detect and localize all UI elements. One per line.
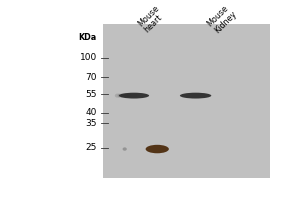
Text: KDa: KDa bbox=[79, 33, 97, 42]
Text: Mouse
Kidney: Mouse Kidney bbox=[206, 2, 238, 35]
Ellipse shape bbox=[123, 94, 129, 98]
Ellipse shape bbox=[119, 93, 149, 99]
Text: 35: 35 bbox=[85, 119, 97, 128]
Ellipse shape bbox=[126, 94, 132, 98]
Ellipse shape bbox=[120, 94, 126, 98]
Ellipse shape bbox=[123, 147, 127, 151]
Text: Mouse
heart: Mouse heart bbox=[136, 3, 167, 35]
Ellipse shape bbox=[146, 145, 169, 153]
Text: 100: 100 bbox=[80, 53, 97, 62]
Ellipse shape bbox=[118, 94, 123, 98]
Ellipse shape bbox=[180, 93, 211, 99]
Ellipse shape bbox=[115, 94, 121, 98]
Ellipse shape bbox=[131, 94, 137, 98]
FancyBboxPatch shape bbox=[103, 24, 270, 178]
Text: 55: 55 bbox=[85, 90, 97, 99]
Text: 70: 70 bbox=[85, 73, 97, 82]
Ellipse shape bbox=[129, 94, 135, 98]
Text: 25: 25 bbox=[85, 143, 97, 152]
Text: 40: 40 bbox=[85, 108, 97, 117]
